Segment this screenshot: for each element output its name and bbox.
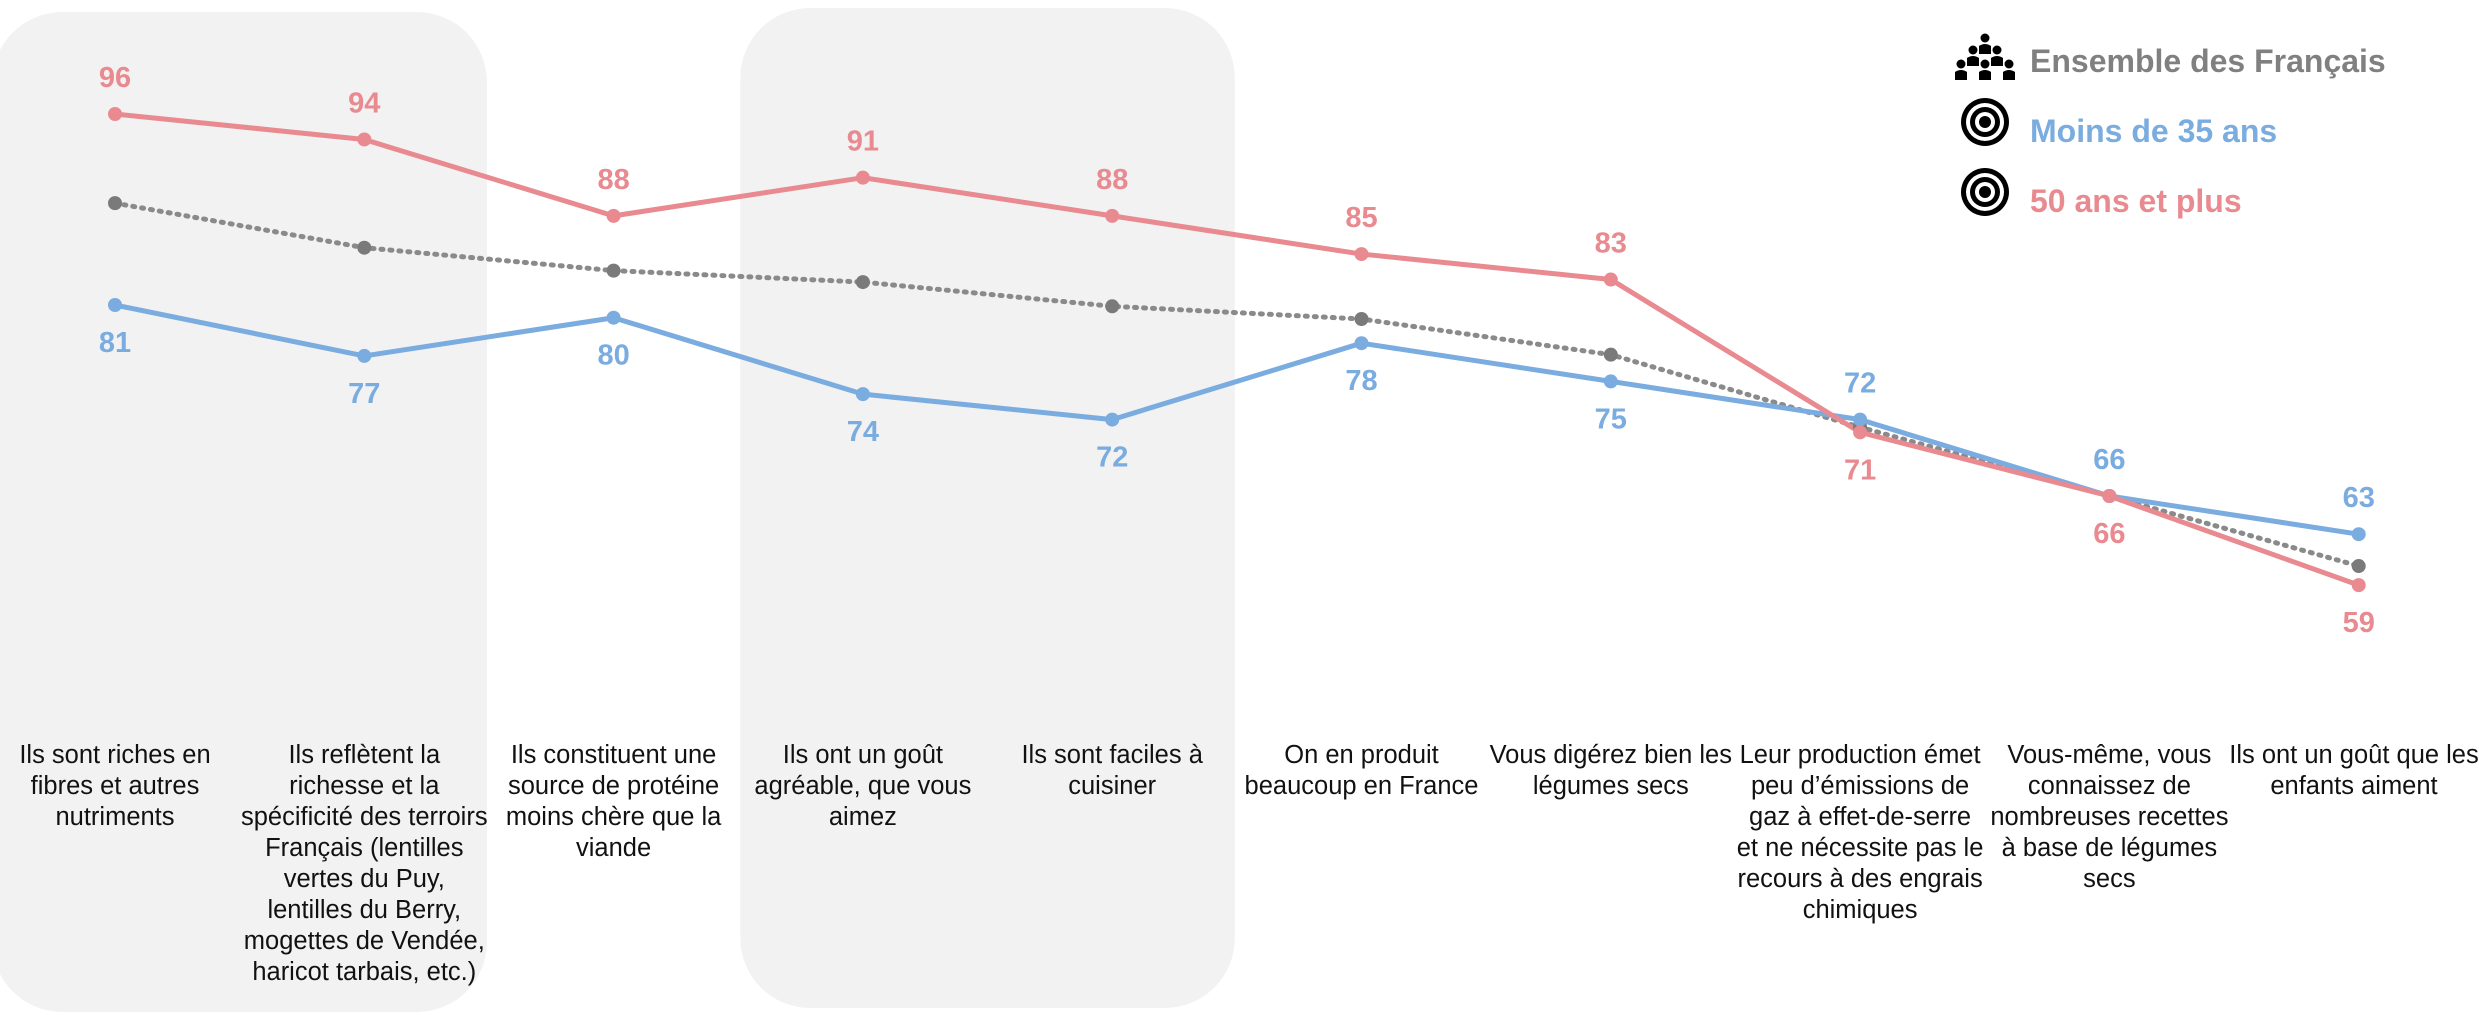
data-point-ensemble-des-francais <box>1105 299 1120 314</box>
category-label: Ils sont riches en fibres et autres nutr… <box>19 741 211 831</box>
data-label-moins-de-35-ans: 77 <box>348 378 380 410</box>
data-point-moins-de-35-ans <box>1354 336 1369 351</box>
data-label-50-ans-et-plus: 71 <box>1844 454 1876 486</box>
series-lines <box>112 111 2362 588</box>
category-label: Ils ont un goût agréable, que vous aimez <box>754 741 972 831</box>
data-point-50-ans-et-plus <box>357 132 372 147</box>
data-point-50-ans-et-plus <box>1105 208 1120 223</box>
legend: Ensemble des Français Moins de 35 ans 50 a… <box>1955 33 2386 219</box>
data-point-moins-de-35-ans <box>855 387 870 402</box>
data-point-50-ans-et-plus <box>2351 578 2366 593</box>
series-line-50-ans-et-plus <box>114 111 2360 588</box>
data-points <box>108 107 2366 593</box>
category-label: Ils sont faciles à cuisiner <box>1021 741 1203 800</box>
data-point-ensemble-des-francais <box>855 275 870 290</box>
category-label: Vous-même, vous connaissez de nombreuses… <box>1990 741 2229 893</box>
data-point-ensemble-des-francais <box>108 196 122 211</box>
data-point-50-ans-et-plus <box>108 107 122 121</box>
target-icon <box>1961 98 2009 146</box>
data-label-moins-de-35-ans: 74 <box>847 416 879 448</box>
data-point-50-ans-et-plus <box>1354 247 1369 262</box>
data-label-50-ans-et-plus: 83 <box>1595 228 1627 260</box>
data-label-moins-de-35-ans: 78 <box>1345 365 1377 397</box>
category-label: Leur production émet peu d’émissions de … <box>1736 741 1984 924</box>
data-label-moins-de-35-ans: 66 <box>2093 444 2125 476</box>
data-label-moins-de-35-ans: 63 <box>2343 482 2375 514</box>
target-icon <box>1961 168 2009 216</box>
data-label-moins-de-35-ans: 80 <box>597 340 629 372</box>
data-point-moins-de-35-ans <box>1603 374 1618 389</box>
category-label: Ils reflètent la richesse et la spécific… <box>241 741 488 986</box>
data-point-moins-de-35-ans <box>606 310 621 325</box>
highlight-panel <box>740 8 1235 1008</box>
highlight-backgrounds <box>0 8 1235 1012</box>
data-label-moins-de-35-ans: 72 <box>1844 368 1876 400</box>
data-point-50-ans-et-plus <box>1603 272 1618 287</box>
data-label-50-ans-et-plus: 94 <box>348 87 380 119</box>
data-label-50-ans-et-plus: 66 <box>2093 518 2125 550</box>
legend-label-50-ans-et-plus: 50 ans et plus <box>2030 183 2242 219</box>
data-point-50-ans-et-plus <box>606 208 621 223</box>
data-point-moins-de-35-ans <box>108 298 122 312</box>
data-point-moins-de-35-ans <box>1853 412 1868 427</box>
data-label-moins-de-35-ans: 81 <box>99 327 131 359</box>
legend-label-moins-de-35-ans: Moins de 35 ans <box>2030 113 2277 149</box>
data-label-50-ans-et-plus: 85 <box>1345 202 1377 234</box>
people-group-icon <box>1955 33 2015 80</box>
data-point-ensemble-des-francais <box>357 240 372 255</box>
highlight-panel <box>0 12 487 1012</box>
legend-label-ensemble-des-francais: Ensemble des Français <box>2030 43 2386 79</box>
category-label: On en produit beaucoup en France <box>1244 741 1479 800</box>
data-point-ensemble-des-francais <box>2351 559 2366 574</box>
data-label-moins-de-35-ans: 72 <box>1096 442 1128 474</box>
data-point-50-ans-et-plus <box>855 170 870 185</box>
data-point-50-ans-et-plus <box>2102 489 2117 503</box>
category-label: Ils ont un goût que les enfants aiment <box>2229 741 2479 800</box>
data-point-ensemble-des-francais <box>1603 347 1618 362</box>
category-label: Ils constituent une source de protéine m… <box>505 741 722 862</box>
data-labels: 81 77 80 74 72 78 75 72 66 63 96 94 88 91 88 85 83 71 66 59 <box>99 62 2375 639</box>
data-point-moins-de-35-ans <box>2351 527 2366 542</box>
data-label-50-ans-et-plus: 59 <box>2343 607 2375 639</box>
series-line-moins-de-35-ans <box>114 302 2360 537</box>
data-point-ensemble-des-francais <box>1354 312 1369 327</box>
data-point-ensemble-des-francais <box>606 263 621 278</box>
data-point-50-ans-et-plus <box>1853 425 1868 440</box>
data-label-50-ans-et-plus: 88 <box>1096 164 1128 196</box>
data-point-moins-de-35-ans <box>1105 412 1120 427</box>
data-label-50-ans-et-plus: 91 <box>847 126 879 158</box>
category-label: Vous digérez bien les légumes secs <box>1489 741 1732 800</box>
data-point-moins-de-35-ans <box>357 348 372 363</box>
data-label-50-ans-et-plus: 88 <box>597 164 629 196</box>
data-label-moins-de-35-ans: 75 <box>1595 403 1627 435</box>
data-label-50-ans-et-plus: 96 <box>99 62 131 94</box>
